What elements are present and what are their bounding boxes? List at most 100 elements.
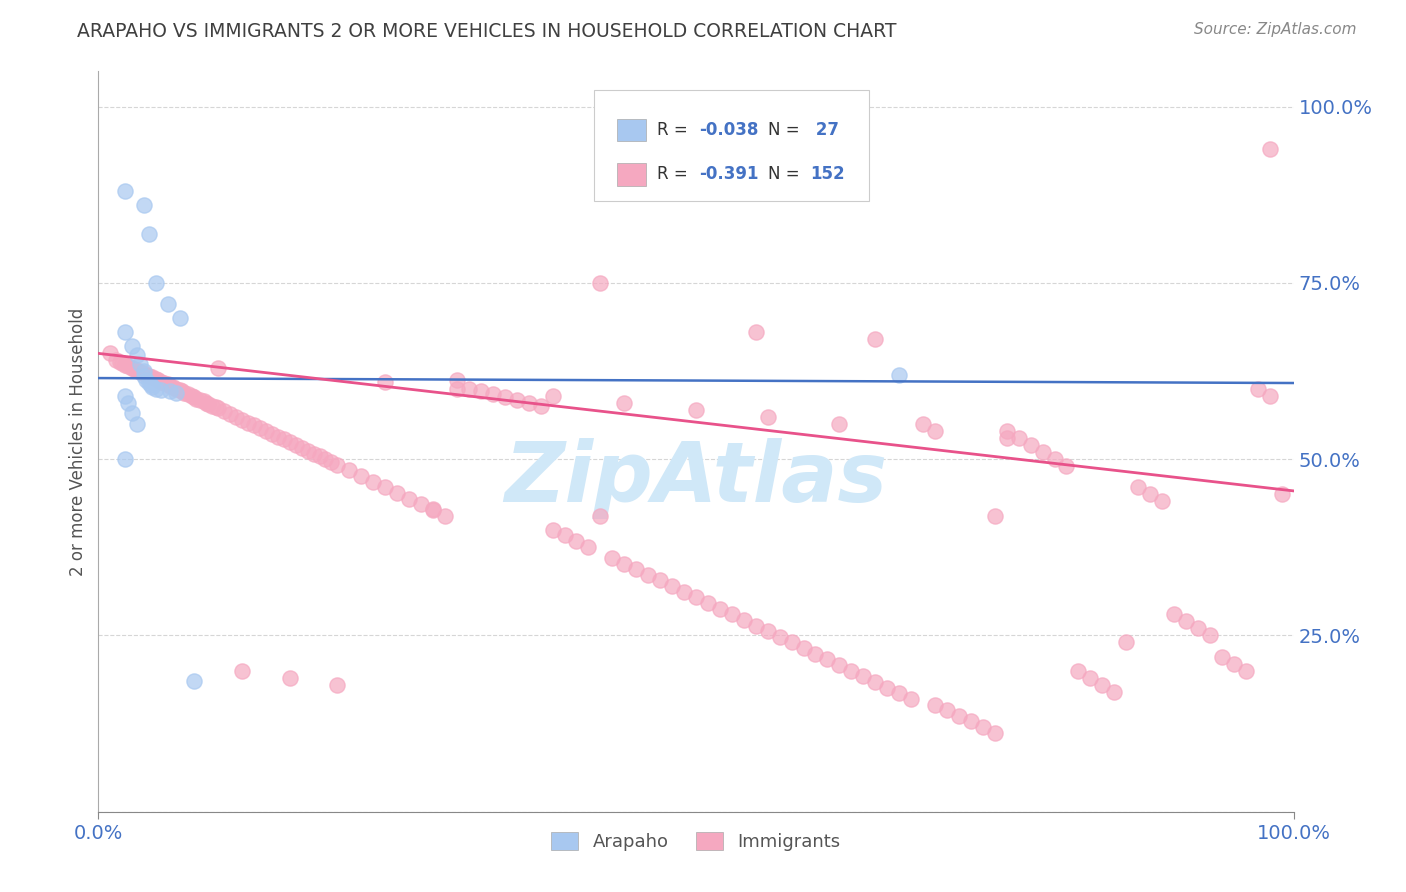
Text: 27: 27 [810, 120, 839, 139]
FancyBboxPatch shape [617, 119, 647, 141]
Point [1187, 621, 1209, 635]
Point [1019, 438, 1042, 452]
Point [1258, 389, 1281, 403]
Point [129, 357, 152, 371]
Point [111, 356, 134, 370]
Point [236, 416, 259, 430]
Point [132, 198, 155, 212]
Point [138, 227, 160, 241]
Text: N =: N = [768, 165, 806, 184]
Point [1056, 459, 1078, 474]
Point [132, 364, 155, 378]
Point [172, 384, 194, 399]
Point [745, 618, 768, 632]
Point [1152, 494, 1174, 508]
Point [554, 528, 576, 542]
Point [1223, 657, 1246, 671]
Point [446, 382, 468, 396]
Point [201, 399, 224, 413]
Point [363, 475, 385, 489]
Point [828, 658, 851, 673]
Text: ZipAtlas: ZipAtlas [505, 438, 887, 519]
Point [756, 624, 779, 639]
Point [105, 353, 128, 368]
Point [1032, 445, 1054, 459]
Point [135, 368, 157, 382]
Point [195, 396, 218, 410]
Point [308, 450, 330, 464]
Point [697, 596, 720, 610]
Point [685, 402, 707, 417]
Point [960, 714, 983, 729]
Point [225, 409, 247, 424]
Point [1080, 671, 1102, 685]
Legend: Arapaho, Immigrants: Arapaho, Immigrants [544, 824, 848, 858]
Point [125, 348, 148, 362]
Point [530, 399, 553, 413]
Point [231, 412, 253, 426]
Point [374, 375, 396, 389]
Point [149, 383, 172, 397]
Point [1115, 635, 1137, 649]
Text: R =: R = [657, 165, 693, 184]
Point [284, 438, 307, 452]
Point [321, 455, 343, 469]
Point [756, 409, 779, 424]
Point [219, 407, 242, 421]
Point [1043, 452, 1066, 467]
Point [1247, 382, 1270, 396]
Point [470, 384, 492, 399]
Point [1175, 615, 1198, 629]
Point [446, 373, 468, 387]
Point [385, 486, 409, 500]
Point [291, 441, 314, 455]
Point [709, 601, 731, 615]
Point [212, 404, 235, 418]
Point [1271, 487, 1294, 501]
Point [541, 389, 564, 403]
Point [1199, 628, 1222, 642]
Point [1067, 664, 1090, 678]
Point [768, 630, 790, 644]
Point [121, 406, 143, 420]
Point [911, 417, 934, 431]
Point [302, 446, 325, 460]
Point [121, 360, 143, 375]
Point [350, 469, 373, 483]
FancyBboxPatch shape [595, 90, 869, 201]
Point [153, 376, 176, 390]
Point [602, 550, 624, 565]
Point [889, 368, 911, 382]
Point [793, 641, 815, 656]
Point [124, 362, 146, 376]
Point [984, 725, 1007, 739]
Point [721, 607, 744, 622]
Point [159, 384, 181, 399]
Point [125, 363, 148, 377]
Point [183, 390, 205, 404]
Point [936, 703, 959, 717]
Point [159, 379, 181, 393]
Point [145, 382, 167, 396]
Point [249, 421, 271, 435]
Point [422, 501, 444, 516]
Point [145, 372, 167, 386]
Point [889, 686, 911, 700]
Point [114, 452, 136, 467]
Point [278, 435, 301, 450]
Point [117, 396, 139, 410]
Point [114, 325, 136, 339]
Point [183, 674, 205, 689]
Point [148, 373, 170, 387]
Text: N =: N = [768, 120, 806, 139]
Point [188, 392, 211, 407]
Point [145, 276, 167, 290]
Point [326, 458, 349, 472]
Point [138, 376, 160, 390]
Point [876, 681, 898, 695]
Point [1008, 431, 1031, 445]
Point [129, 365, 152, 379]
Point [180, 389, 202, 403]
Point [326, 678, 349, 692]
Point [156, 297, 179, 311]
